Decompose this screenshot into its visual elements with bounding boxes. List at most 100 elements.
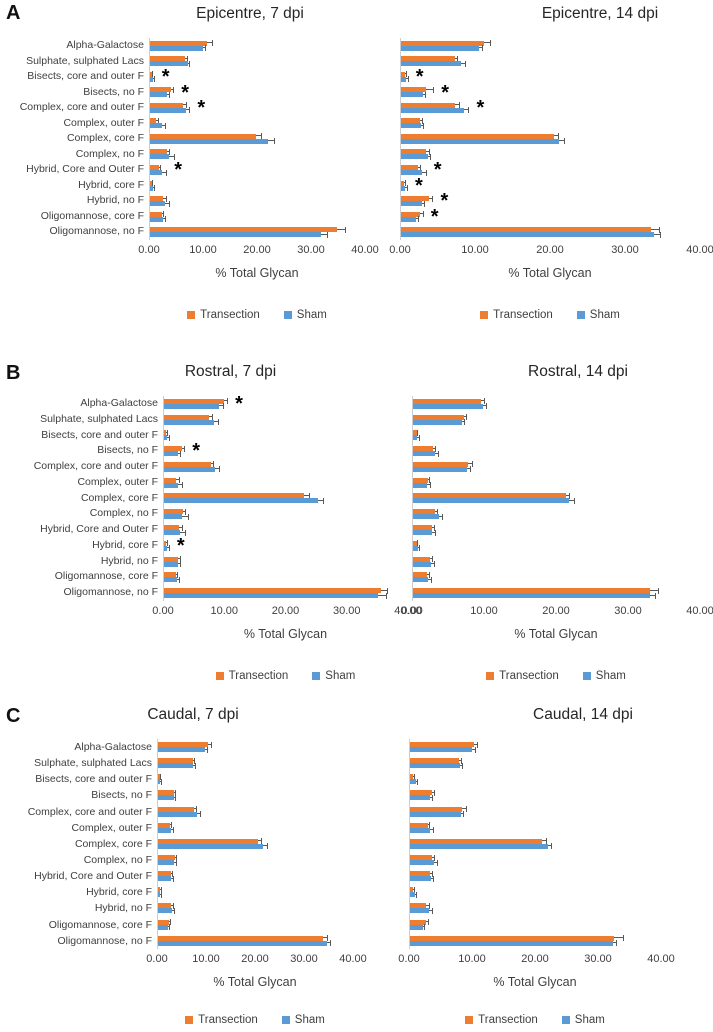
error-whisker [197,811,202,818]
error-whisker [430,794,433,801]
category-labels: Alpha-Galactose Sulphate, sulphated Lacs B… [8,396,163,601]
transection-bar [150,118,157,124]
sham-bar [413,482,428,488]
sham-bar [150,170,162,176]
transection-bar [158,871,171,877]
x-axis-title: % Total Glycan [243,627,328,641]
sham-bar [413,577,429,583]
category-label: Oligomannose, core F [40,209,144,222]
sham-bar [410,747,473,753]
transection-bar [413,477,429,483]
error-whisker [182,508,187,515]
transection-bar [164,525,180,530]
error-whisker [202,45,207,52]
bar-group [158,868,353,884]
transection-bar [410,806,463,812]
transection-bar [164,493,305,499]
error-whisker [167,434,170,441]
legend-item-transection: Transection [215,670,288,682]
x-tick-label: 30.00 [614,605,642,617]
error-whisker [404,71,408,78]
x-tick-label: 0.00 [138,244,160,256]
x-axis-ticks: 0.00 10.00 20.00 30.00 40.00 [398,953,674,967]
transection-bar [158,903,171,909]
transection-legend-swatch [486,672,495,680]
legend: Transection Sham [149,308,365,322]
error-whisker [416,540,419,547]
bar-group [410,900,661,916]
error-whisker [415,778,418,785]
transection-bar [413,398,482,404]
transection-bar [413,556,430,562]
error-whisker [174,859,178,866]
sham-bar [150,107,186,113]
sham-bar [413,530,433,535]
error-whisker [151,180,154,187]
sham-bar [158,860,175,866]
bar-group [150,209,365,225]
transection-bar [158,855,175,861]
error-whisker [415,891,418,898]
transection-bar [410,742,474,748]
error-whisker [649,587,660,594]
legend-item-transection: Transection [486,670,559,682]
sham-bar [413,593,650,599]
legend: Transection Sham [157,1013,353,1027]
transection-bar [410,790,432,796]
bar-group [150,178,365,194]
error-whisker [415,216,420,223]
transection-bar [158,887,161,893]
sham-bar [401,107,464,113]
sham-bar [410,811,461,817]
transection-bar [401,227,652,233]
category-label: Hybrid, Core and Outer F [40,523,158,536]
error-whisker [454,102,460,109]
error-whisker [171,907,175,914]
sham-bar [401,138,560,144]
x-tick-label: 30.00 [297,244,325,256]
category-label: Alpha-Galactose [74,741,152,753]
error-whisker [179,524,183,531]
category-label: Bisects, no F [83,85,144,98]
bar-group [158,771,353,787]
error-whisker [468,461,473,468]
error-whisker [430,561,435,568]
sham-bar [158,843,264,849]
transection-bar [150,196,164,202]
x-axis-ticks: 0.00 10.00 20.00 30.00 40.00 [389,244,713,258]
transection-bar [413,430,417,436]
error-whisker [421,200,426,207]
chart-title: Caudal, 7 dpi [147,706,239,723]
bar-group: * [164,535,408,557]
sham-bar [401,45,479,51]
category-label: Bisects, no F [91,789,152,802]
x-tick-label: 20.00 [521,953,549,965]
transection-legend-swatch [187,311,196,319]
significance-asterisk: * [192,440,200,463]
x-tick-label: 10.00 [470,605,498,617]
sham-bar [158,876,172,882]
bar-group [410,836,661,852]
error-whisker [651,226,660,233]
category-label: Bisects, core and outer F [41,428,158,441]
error-whisker [474,741,479,748]
bar-group [413,506,700,522]
error-whisker [426,919,430,926]
error-whisker [653,231,661,238]
error-whisker [168,919,172,926]
legend-label: Transection [198,1014,258,1026]
sham-bar [150,185,153,191]
error-whisker [210,461,215,468]
bar-group [158,852,353,868]
transection-bar [164,477,177,483]
sham-bar [410,827,431,833]
error-whisker [320,231,329,238]
category-label: Oligomannose, core F [48,918,152,931]
transection-bar [164,556,179,562]
bar-group [401,38,700,54]
error-whisker [186,107,191,114]
sham-bar [401,123,422,129]
category-labels: Alpha-Galactose Sulphate, sulphated Lacs B… [8,38,149,240]
bar-group [150,193,365,209]
panel-letter: B [6,362,21,384]
